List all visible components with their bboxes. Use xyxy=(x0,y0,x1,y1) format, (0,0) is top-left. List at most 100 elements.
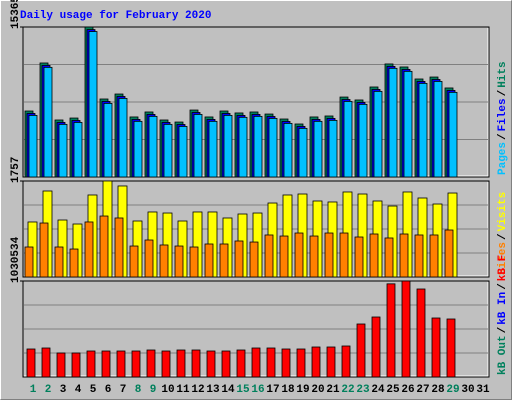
x-tick-label: 26 xyxy=(401,384,414,396)
bar xyxy=(161,350,171,378)
bar xyxy=(54,246,64,278)
bar xyxy=(58,123,68,178)
bar xyxy=(386,283,396,378)
bar xyxy=(356,323,366,378)
bar xyxy=(101,350,111,378)
legend-entry: Files xyxy=(497,98,509,131)
legend-separator: / xyxy=(497,133,509,140)
bar xyxy=(114,217,124,278)
bar xyxy=(39,222,49,278)
x-tick-label: 27 xyxy=(416,384,429,396)
legend-entry: kB In xyxy=(497,292,509,325)
x-tick-label: 24 xyxy=(371,384,385,396)
bar xyxy=(116,350,126,378)
x-tick-label: 7 xyxy=(120,384,127,396)
x-tick-label: 8 xyxy=(135,384,142,396)
bar xyxy=(176,349,186,378)
legend-separator: / xyxy=(497,326,509,333)
bar xyxy=(86,350,96,378)
bar xyxy=(444,229,454,278)
bar xyxy=(219,243,229,278)
bar xyxy=(371,316,381,378)
bar xyxy=(429,234,439,278)
bar xyxy=(24,246,34,278)
x-tick-label: 28 xyxy=(431,384,445,396)
bar xyxy=(204,243,214,278)
legend-entry: kB F xyxy=(497,255,509,281)
bar xyxy=(206,350,216,378)
bar xyxy=(358,103,368,178)
x-tick-label: 14 xyxy=(221,384,235,396)
bar xyxy=(294,232,304,278)
bar xyxy=(208,120,218,178)
bar xyxy=(311,346,321,378)
x-tick-label: 21 xyxy=(326,384,340,396)
bar xyxy=(73,122,83,178)
legend: Pages / Files / Hits xyxy=(497,61,509,175)
x-tick-label: 20 xyxy=(311,384,324,396)
bar xyxy=(373,90,383,178)
bar xyxy=(99,215,109,278)
bar xyxy=(414,234,424,278)
legend: kB Out/kB In/kB F xyxy=(497,255,509,375)
bar xyxy=(403,70,413,178)
bar xyxy=(281,348,291,378)
chart-title: Daily usage for February 2020 xyxy=(20,10,211,22)
bar xyxy=(264,234,274,278)
bar xyxy=(341,345,351,378)
bar xyxy=(313,120,323,178)
bar xyxy=(84,221,94,278)
bar xyxy=(56,352,66,378)
bar xyxy=(146,349,156,378)
x-tick-label: 25 xyxy=(386,384,400,396)
bar xyxy=(178,126,188,178)
bar xyxy=(193,114,203,178)
x-tick-label: 11 xyxy=(176,384,190,396)
x-tick-label: 30 xyxy=(461,384,474,396)
legend-entry: Sites xyxy=(497,242,509,275)
bar xyxy=(148,115,158,178)
bar xyxy=(159,244,169,278)
bar xyxy=(144,239,154,278)
bar xyxy=(399,233,409,278)
x-tick-label: 22 xyxy=(341,384,354,396)
x-tick-label: 2 xyxy=(45,384,52,396)
x-tick-label: 4 xyxy=(75,384,82,396)
bar xyxy=(26,348,36,378)
bar xyxy=(283,123,293,178)
bar xyxy=(238,116,248,178)
bar xyxy=(324,232,334,278)
x-tick-label: 18 xyxy=(281,384,295,396)
x-tick-label: 9 xyxy=(150,384,157,396)
bar xyxy=(251,347,261,378)
legend-separator: / xyxy=(497,283,509,290)
x-tick-label: 1 xyxy=(30,384,37,396)
x-tick-label: 5 xyxy=(90,384,97,396)
bar xyxy=(266,347,276,378)
bar xyxy=(384,237,394,278)
x-tick-label: 3 xyxy=(60,384,67,396)
x-tick-label: 23 xyxy=(356,384,370,396)
x-tick-label: 29 xyxy=(446,384,459,396)
bar xyxy=(268,118,278,178)
y-tick-label: 1030534 xyxy=(10,236,22,283)
x-tick-label: 31 xyxy=(476,384,490,396)
bar xyxy=(446,318,456,378)
bar xyxy=(43,66,53,178)
bar xyxy=(189,246,199,278)
y-tick-label: 1757 xyxy=(10,157,22,183)
bar xyxy=(326,346,336,378)
x-tick-label: 16 xyxy=(251,384,264,396)
x-tick-label: 15 xyxy=(236,384,250,396)
x-tick-label: 17 xyxy=(266,384,279,396)
bar xyxy=(236,349,246,378)
bar xyxy=(309,235,319,278)
bar xyxy=(131,350,141,378)
bar xyxy=(388,67,398,178)
x-tick-label: 12 xyxy=(191,384,204,396)
bar xyxy=(223,114,233,178)
bar xyxy=(71,352,81,378)
bar xyxy=(103,102,113,178)
bar xyxy=(431,317,441,378)
